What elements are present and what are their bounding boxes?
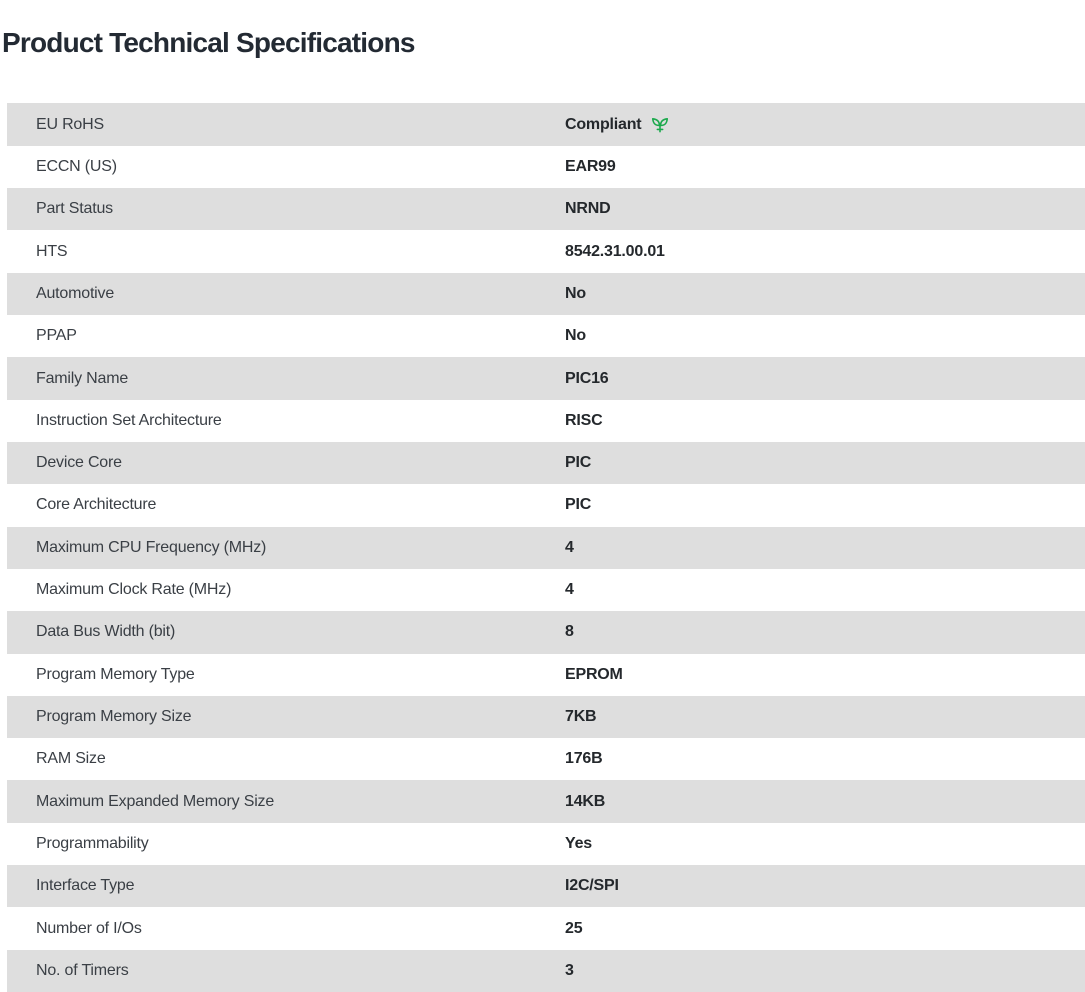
table-row: Data Bus Width (bit) 8 xyxy=(7,611,1085,654)
spec-value: PIC16 xyxy=(565,369,609,388)
spec-label: Maximum Expanded Memory Size xyxy=(36,792,275,810)
spec-value-text: I2C/SPI xyxy=(565,877,619,895)
spec-label: ECCN (US) xyxy=(36,157,117,175)
spec-value: PIC xyxy=(565,454,591,472)
spec-value: 25 xyxy=(565,919,583,938)
spec-value-text: RISC xyxy=(565,411,603,429)
table-row: ECCN (US) EAR99 xyxy=(7,145,1085,189)
spec-value: Yes xyxy=(565,835,592,853)
spec-label: Maximum Clock Rate (MHz) xyxy=(36,581,232,599)
spec-value-text: 4 xyxy=(565,581,574,599)
leaf-icon xyxy=(650,115,670,135)
spec-label: Number of I/Os xyxy=(36,919,142,937)
spec-value-text: 8542.31.00.01 xyxy=(565,242,665,260)
spec-value-text: EPROM xyxy=(565,665,623,683)
spec-label: HTS xyxy=(36,242,68,260)
spec-label: Programmability xyxy=(36,834,149,852)
spec-value: 14KB xyxy=(565,793,605,811)
table-row: Instruction Set Architecture RISC xyxy=(7,399,1085,442)
spec-value: 176B xyxy=(565,750,603,768)
spec-label: Device Core xyxy=(36,454,122,472)
table-row: Interface Type I2C/SPI xyxy=(7,865,1085,908)
table-row: RAM Size 176B xyxy=(7,738,1085,781)
spec-label: Data Bus Width (bit) xyxy=(36,623,176,641)
spec-value-text: 3 xyxy=(565,961,574,979)
spec-value: PIC xyxy=(565,496,591,514)
spec-label: Automotive xyxy=(36,284,115,302)
spec-value: Compliant xyxy=(565,114,670,135)
table-row: Core Architecture PIC xyxy=(7,484,1085,527)
spec-table: EU RoHS Compliant ECCN (US) EAR99 Part S… xyxy=(7,103,1085,992)
spec-label: Program Memory Size xyxy=(36,708,192,725)
spec-value: No xyxy=(565,327,586,345)
spec-value: 3 xyxy=(565,962,574,980)
table-row: PPAP No xyxy=(7,315,1085,358)
table-row: EU RoHS Compliant xyxy=(7,103,1085,146)
spec-value: No xyxy=(565,285,586,303)
spec-label: Maximum CPU Frequency (MHz) xyxy=(36,538,267,556)
spec-label: No. of Timers xyxy=(36,961,129,979)
spec-value: 7KB xyxy=(565,708,597,726)
spec-value: EPROM xyxy=(565,666,623,684)
spec-value-text: Yes xyxy=(565,834,592,852)
table-row: Programmability Yes xyxy=(7,822,1085,866)
spec-label: Family Name xyxy=(36,369,129,387)
spec-value-text: No xyxy=(565,284,586,302)
spec-value: EAR99 xyxy=(565,158,616,176)
table-row: Program Memory Type EPROM xyxy=(7,653,1085,696)
table-row: Family Name PIC16 xyxy=(7,357,1085,400)
spec-value-text: PIC xyxy=(565,496,592,514)
spec-value: I2C/SPI xyxy=(565,877,619,895)
table-row: Program Memory Size 7KB xyxy=(7,695,1085,739)
table-row: HTS 8542.31.00.01 xyxy=(7,230,1085,273)
spec-label: Instruction Set Architecture xyxy=(36,411,222,429)
spec-value-text: PIC xyxy=(565,454,592,472)
spec-label: PPAP xyxy=(36,327,77,345)
spec-value: RISC xyxy=(565,411,603,430)
spec-label: Interface Type xyxy=(36,877,135,895)
spec-value-text: 25 xyxy=(565,919,583,937)
spec-label: Program Memory Type xyxy=(36,665,195,683)
table-row: Device Core PIC xyxy=(7,441,1085,485)
spec-value-text: 4 xyxy=(565,538,574,556)
spec-label: Core Architecture xyxy=(36,496,157,514)
spec-value: NRND xyxy=(565,200,611,218)
spec-value: 4 xyxy=(565,581,574,599)
spec-value: 8542.31.00.01 xyxy=(565,243,665,261)
spec-value-text: PIC16 xyxy=(565,369,609,387)
table-row: Part Status NRND xyxy=(7,188,1085,231)
table-row: No. of Timers 3 xyxy=(7,949,1085,992)
spec-value: 4 xyxy=(565,539,574,557)
spec-value-text: Compliant xyxy=(565,115,642,133)
spec-value-text: 176B xyxy=(565,750,603,768)
table-row: Maximum Clock Rate (MHz) 4 xyxy=(7,568,1085,612)
table-row: Maximum Expanded Memory Size 14KB xyxy=(7,780,1085,823)
spec-label: EU RoHS xyxy=(36,115,104,133)
spec-value-text: 7KB xyxy=(565,708,597,725)
table-row: Automotive No xyxy=(7,272,1085,316)
spec-value-text: No xyxy=(565,327,586,345)
spec-value-text: NRND xyxy=(565,200,611,218)
spec-value-text: EAR99 xyxy=(565,157,616,175)
page-title: Product Technical Specifications xyxy=(2,27,415,59)
spec-value: 8 xyxy=(565,623,574,641)
spec-value-text: 8 xyxy=(565,623,574,641)
spec-label: Part Status xyxy=(36,200,113,218)
spec-value-text: 14KB xyxy=(565,792,606,810)
table-row: Number of I/Os 25 xyxy=(7,907,1085,950)
spec-label: RAM Size xyxy=(36,750,106,768)
table-row: Maximum CPU Frequency (MHz) 4 xyxy=(7,526,1085,569)
